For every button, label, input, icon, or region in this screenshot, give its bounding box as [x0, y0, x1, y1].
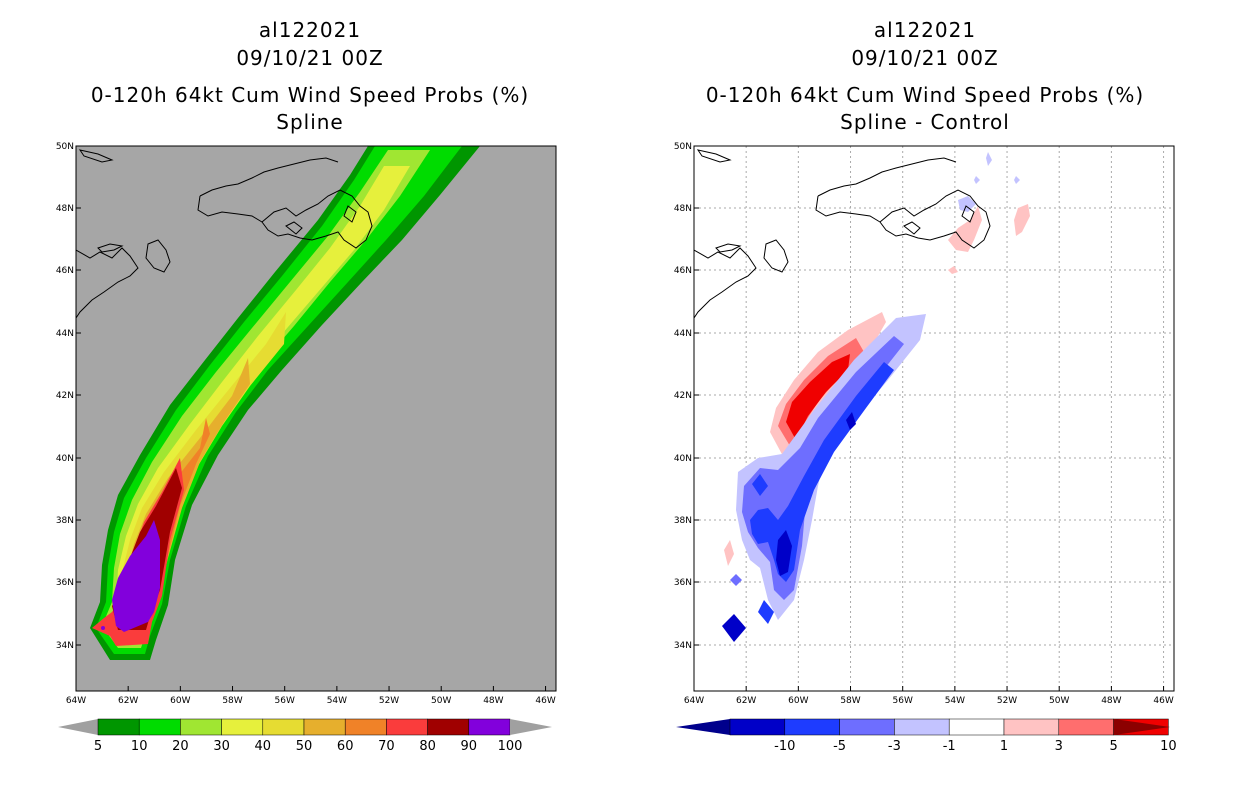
lon-tick-label: 64W — [66, 696, 86, 706]
lon-tick-label: 62W — [118, 696, 138, 706]
lon-tick-label: 60W — [788, 696, 808, 706]
left-datetime: 09/10/21 00Z — [236, 46, 384, 70]
lon-tick-label: 54W — [327, 696, 347, 706]
lon-tick-label: 52W — [997, 696, 1017, 706]
colorbar-label: 5 — [94, 739, 102, 754]
right-datetime: 09/10/21 00Z — [851, 46, 999, 70]
colorbar-label: 100 — [498, 739, 523, 754]
lat-tick-label: 50N — [674, 142, 692, 152]
colorbar-swatch — [1003, 718, 1060, 736]
colorbar-swatch — [180, 718, 222, 736]
colorbar-swatch — [894, 718, 950, 736]
colorbar-label: 10 — [131, 739, 148, 754]
left-colorbar-high-arrow — [510, 719, 552, 735]
lat-tick-label: 48N — [674, 204, 692, 214]
left-map: 34N 36N 38N 40N 42N 44N 46N 48N 50N 64W 62W 60W 58W 5… — [56, 142, 557, 706]
lat-tick-label: 46N — [56, 266, 74, 276]
left-title: al122021 09/10/21 00Z 0-120h 64kt Cum Wi… — [40, 16, 580, 135]
lon-tick-label: 46W — [535, 696, 555, 706]
lon-tick-label: 50W — [1049, 696, 1069, 706]
lat-tick-label: 42N — [674, 391, 692, 401]
lon-tick-label: 54W — [945, 696, 965, 706]
colorbar-label: 80 — [419, 739, 436, 754]
lon-tick-label: 50W — [431, 696, 451, 706]
colorbar-label: 20 — [172, 739, 189, 754]
colorbar-label: -3 — [888, 739, 901, 754]
lat-tick-label: 48N — [56, 204, 74, 214]
colorbar-label: 70 — [378, 739, 395, 754]
colorbar-swatch — [303, 718, 346, 736]
colorbar-swatch — [221, 718, 264, 736]
lat-tick-label: 34N — [674, 641, 692, 651]
lat-tick-label: 34N — [56, 641, 74, 651]
lat-tick-label: 40N — [56, 454, 74, 464]
lon-tick-label: 58W — [222, 696, 242, 706]
colorbar-swatch — [427, 718, 470, 736]
colorbar-swatch — [948, 718, 1005, 736]
colorbar-swatch — [784, 718, 840, 736]
right-product: 0-120h 64kt Cum Wind Speed Probs (%) — [705, 83, 1145, 107]
colorbar-label: -1 — [943, 739, 956, 754]
colorbar-label: 50 — [296, 739, 313, 754]
lon-tick-label: 48W — [1101, 696, 1121, 706]
colorbar-label: 10 — [1160, 739, 1177, 754]
lat-tick-label: 50N — [56, 142, 74, 152]
colorbar-label: 40 — [255, 739, 272, 754]
right-title: al122021 09/10/21 00Z 0-120h 64kt Cum Wi… — [655, 16, 1195, 135]
colorbar-label: 90 — [461, 739, 478, 754]
right-colorbar-high-arrow — [1114, 719, 1170, 735]
right-subtitle: Spline - Control — [840, 110, 1010, 134]
right-map: 34N 36N 38N 40N 42N 44N 46N 48N 50N 64W 62W 60W 58W 5… — [674, 142, 1175, 706]
lat-tick-label: 40N — [674, 454, 692, 464]
lon-tick-label: 62W — [736, 696, 756, 706]
lon-tick-label: 60W — [170, 696, 190, 706]
right-axis-ticks: 34N 36N 38N 40N 42N 44N 46N 48N 50N 64W 62W 60W 58W 5… — [674, 142, 1174, 706]
colorbar-label: 3 — [1055, 739, 1063, 754]
lon-tick-label: 56W — [275, 696, 295, 706]
left-product: 0-120h 64kt Cum Wind Speed Probs (%) — [90, 83, 530, 107]
colorbar-swatch — [468, 718, 511, 736]
left-axis-ticks: 34N 36N 38N 40N 42N 44N 46N 48N 50N 64W 62W 60W 58W 5… — [56, 142, 556, 706]
lon-tick-label: 64W — [684, 696, 704, 706]
colorbar-swatch — [729, 718, 786, 736]
colorbar-label: 30 — [213, 739, 230, 754]
lon-tick-label: 46W — [1153, 696, 1173, 706]
colorbar-swatch — [138, 718, 181, 736]
lat-tick-label: 36N — [674, 578, 692, 588]
lat-tick-label: 38N — [674, 516, 692, 526]
colorbar-label: 60 — [337, 739, 354, 754]
colorbar-label: 5 — [1109, 739, 1117, 754]
colorbar-label: 1 — [1000, 739, 1008, 754]
lon-tick-label: 52W — [379, 696, 399, 706]
colorbar-swatch — [1058, 718, 1114, 736]
left-probability-swath — [90, 146, 480, 660]
colorbar-swatch — [97, 718, 140, 736]
lat-tick-label: 44N — [674, 329, 692, 339]
lon-tick-label: 48W — [483, 696, 503, 706]
left-storm-id: al122021 — [258, 18, 362, 42]
lat-tick-label: 46N — [674, 266, 692, 276]
left-colorbar: 5 10 20 30 40 50 60 70 80 90 100 — [58, 718, 552, 754]
colorbar-swatch — [262, 718, 305, 736]
lon-tick-label: 56W — [893, 696, 913, 706]
lat-tick-label: 42N — [56, 391, 74, 401]
lat-tick-label: 44N — [56, 329, 74, 339]
lat-tick-label: 38N — [56, 516, 74, 526]
colorbar-swatch — [344, 718, 387, 736]
colorbar-swatch — [386, 718, 428, 736]
colorbar-swatch — [839, 718, 895, 736]
right-storm-id: al122021 — [873, 18, 977, 42]
right-difference-field — [722, 152, 1030, 642]
left-map-frame — [75, 145, 557, 692]
lat-tick-label: 36N — [56, 578, 74, 588]
right-colorbar: -10 -5 -3 -1 1 3 5 10 — [676, 718, 1177, 754]
colorbar-label: -10 — [774, 739, 795, 754]
colorbar-label: -5 — [833, 739, 846, 754]
left-colorbar-low-arrow — [58, 719, 98, 735]
right-map-frame — [693, 145, 1175, 692]
lon-tick-label: 58W — [840, 696, 860, 706]
left-subtitle: Spline — [276, 110, 344, 134]
right-colorbar-low-arrow — [676, 719, 730, 735]
